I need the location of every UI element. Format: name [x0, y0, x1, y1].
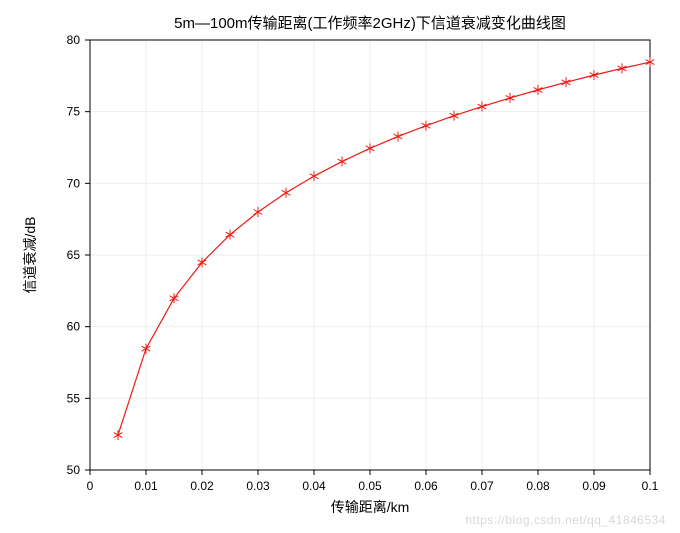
xtick-label: 0.09: [582, 479, 606, 493]
chart-container: 0 0.01 0.02 0.03 0.04 0.05 0.06 0.07 0.08 0.09 0.1…: [0, 0, 680, 533]
ytick-label: 80: [67, 33, 81, 47]
xtick-label: 0: [87, 479, 94, 493]
xtick-label: 0.05: [358, 479, 382, 493]
x-axis-label: 传输距离/km: [331, 499, 410, 515]
ytick-label: 65: [67, 248, 81, 262]
y-axis-label: 信道衰减/dB: [22, 216, 38, 293]
chart-svg: 0 0.01 0.02 0.03 0.04 0.05 0.06 0.07 0.08 0.09 0.1…: [0, 0, 680, 533]
xtick-label: 0.06: [414, 479, 438, 493]
ytick-label: 75: [67, 105, 81, 119]
ytick-label: 50: [67, 463, 81, 477]
xtick-label: 0.02: [190, 479, 214, 493]
ytick-label: 60: [67, 320, 81, 334]
xtick-label: 0.07: [470, 479, 494, 493]
xtick-label: 0.04: [302, 479, 326, 493]
chart-title: 5m—100m传输距离(工作频率2GHz)下信道衰减变化曲线图: [174, 15, 566, 32]
xtick-label: 0.03: [246, 479, 270, 493]
xtick-label: 0.08: [526, 479, 550, 493]
ytick-label: 55: [67, 391, 81, 405]
xtick-label: 0.01: [134, 479, 158, 493]
xtick-label: 0.1: [642, 479, 659, 493]
ytick-label: 70: [67, 176, 81, 190]
watermark-text: https://blog.csdn.net/qq_41846534: [465, 513, 666, 527]
